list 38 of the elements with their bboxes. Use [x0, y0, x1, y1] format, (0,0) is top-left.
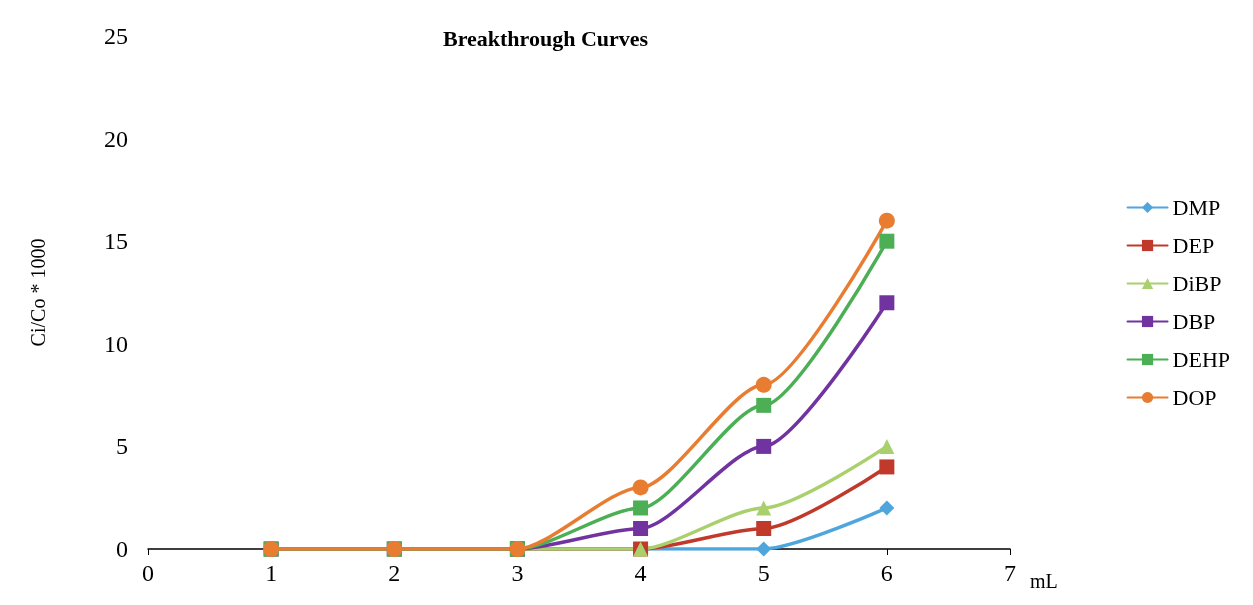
x-tick-label: 4	[634, 560, 647, 586]
x-axis-title: mL	[1030, 570, 1058, 592]
point	[633, 520, 649, 536]
legend-label: DOP	[1172, 385, 1217, 410]
point	[878, 212, 895, 229]
point	[879, 459, 895, 475]
legend-label: DEP	[1172, 233, 1215, 258]
point	[879, 295, 895, 311]
y-tick-label: 0	[116, 536, 128, 562]
point	[756, 397, 772, 413]
chart-title: Breakthrough Curves	[443, 25, 649, 51]
point	[633, 500, 649, 516]
x-tick-label: 7	[1004, 560, 1016, 586]
x-tick-label: 3	[511, 560, 524, 586]
y-tick-label: 15	[104, 228, 128, 255]
point	[756, 500, 772, 516]
x-tick-label: 1	[265, 560, 278, 586]
x-tick-label: 0	[142, 560, 154, 586]
point	[879, 233, 895, 249]
point	[756, 541, 772, 557]
legend-label: DEHP	[1172, 347, 1230, 372]
point	[756, 438, 772, 454]
x-tick-label: 2	[388, 560, 401, 586]
y-tick-label: 20	[104, 125, 128, 152]
point	[755, 376, 772, 393]
point	[879, 500, 895, 516]
point	[879, 438, 895, 454]
legend-label: DMP	[1172, 195, 1221, 220]
legend-label: DiBP	[1172, 271, 1222, 296]
y-tick-label: 25	[104, 23, 128, 49]
x-tick-label: 5	[757, 560, 770, 586]
legend-label: DBP	[1172, 309, 1216, 334]
x-tick-label: 6	[880, 560, 893, 586]
point	[632, 479, 649, 496]
y-axis-title: Ci/Co * 1000	[27, 238, 49, 347]
y-tick-label: 10	[104, 330, 128, 357]
point	[756, 520, 772, 536]
y-tick-label: 5	[116, 433, 128, 460]
